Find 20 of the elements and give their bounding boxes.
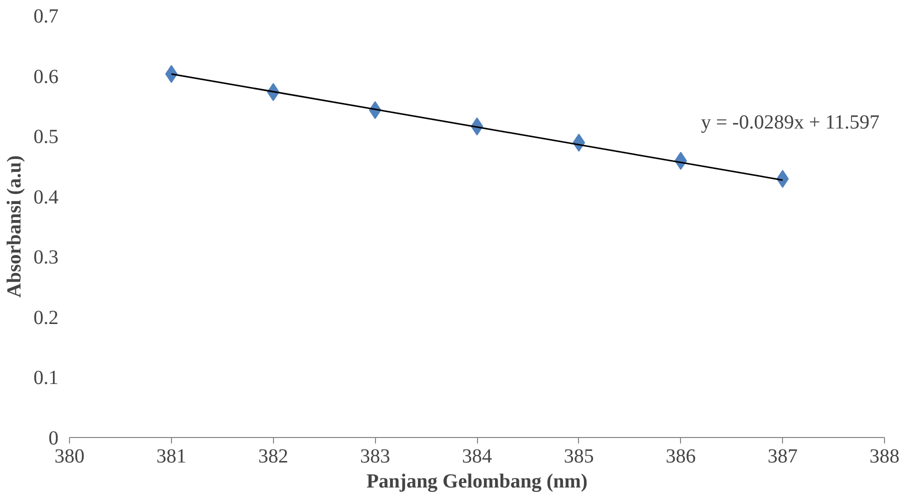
x-tick-label: 382 [258,446,288,468]
x-tick-label: 388 [870,446,900,468]
annotation: y = -0.0289x + 11.597 [701,112,880,134]
y-tick-label: 0.3 [34,246,58,269]
x-tick-label: 385 [564,446,594,468]
x-tick-label: 386 [666,446,696,468]
x-tick-label: 387 [768,446,798,468]
x-tick-label: 381 [156,446,186,468]
x-tick-label: 383 [360,446,390,468]
y-axis-title: Absorbansi (a.u) [4,155,26,298]
x-axis-title: Panjang Gelombang (nm) [366,470,588,492]
y-tick-label: 0.7 [34,6,58,28]
y-tick-label: 0.2 [34,306,58,329]
point [165,64,178,83]
x-tick-label: 384 [462,446,492,468]
y-tick-label: 0.5 [34,126,58,148]
y-tick-label: 0.4 [34,186,58,208]
y-tick-label: 0.1 [34,367,58,390]
y-tick-label: 0.6 [34,66,58,88]
point [776,170,789,188]
